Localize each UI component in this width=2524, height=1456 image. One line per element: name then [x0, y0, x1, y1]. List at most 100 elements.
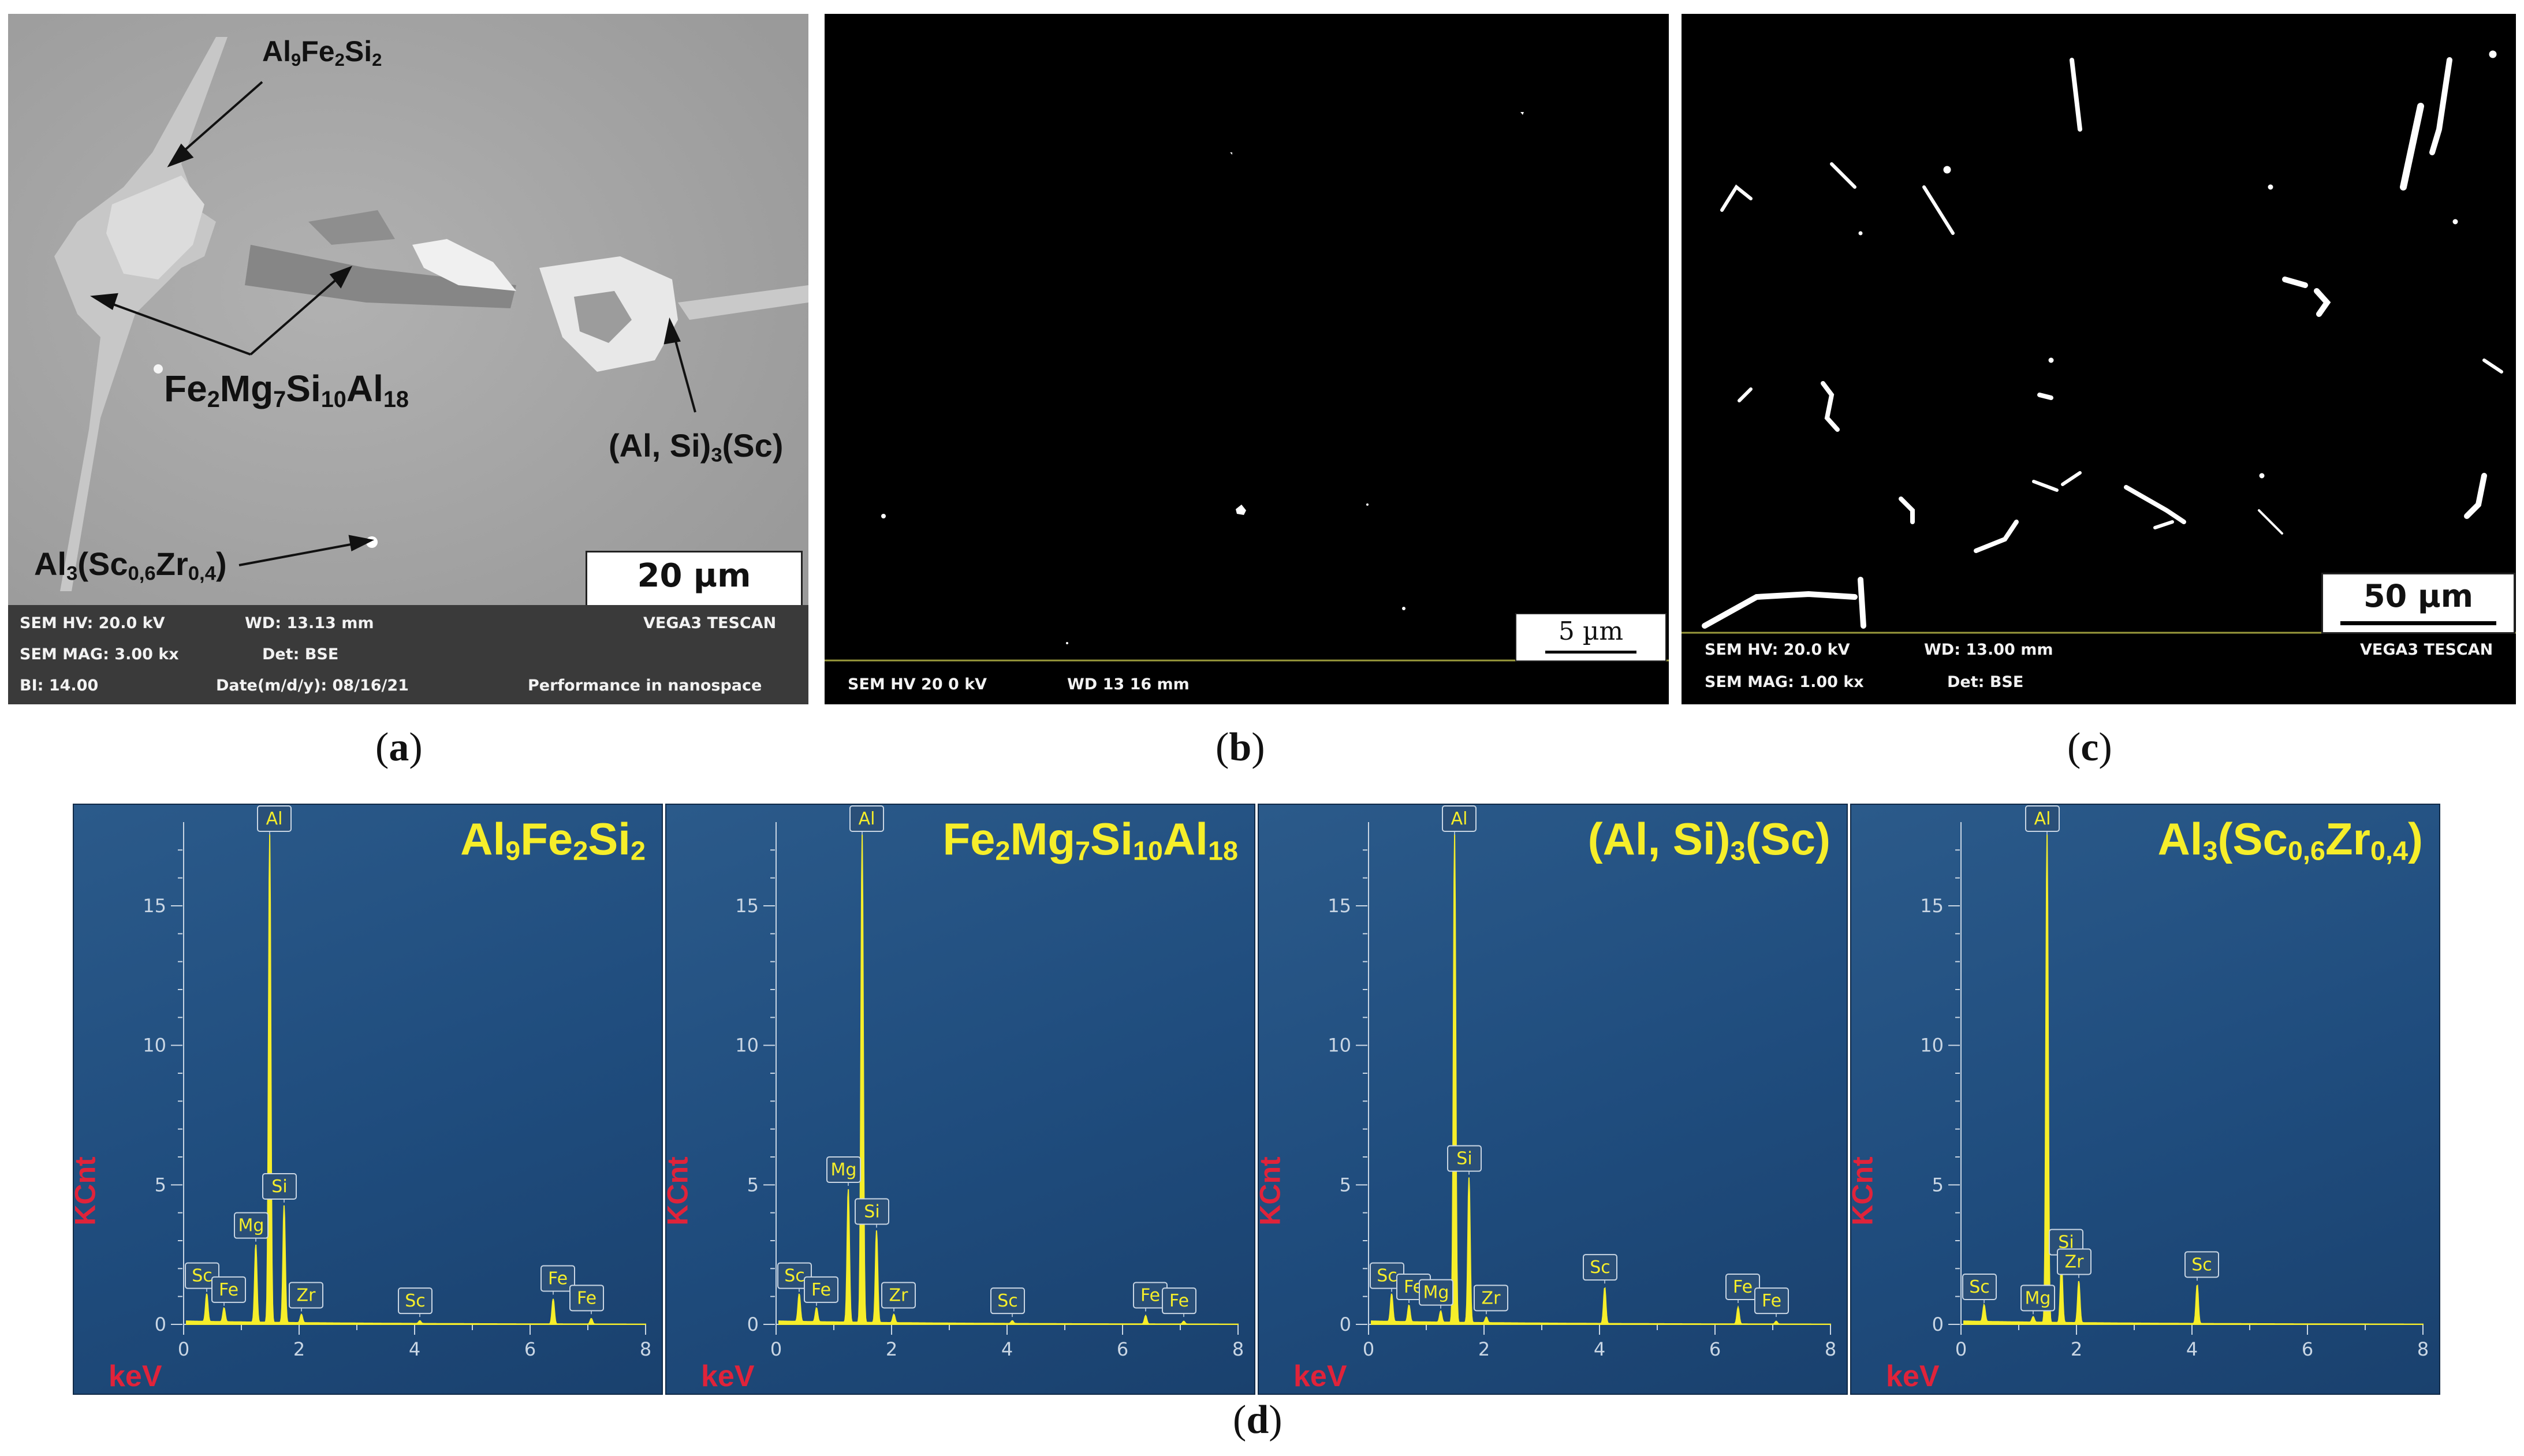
peak-label-box	[2184, 1251, 2219, 1278]
peak-label: Fe	[1169, 1291, 1189, 1311]
y-tick-label: 10	[735, 1035, 759, 1056]
peak-label-box	[234, 1212, 269, 1239]
peak-label-box	[398, 1287, 433, 1315]
peak-label: Fe	[1733, 1277, 1753, 1297]
eds-title-2: Fe2Mg7Si10Al18	[942, 813, 1238, 866]
peak-label: Sc	[192, 1266, 212, 1286]
eds-title-1: Al9Fe2Si2	[460, 813, 646, 866]
peak-label: Fe	[1762, 1291, 1781, 1311]
scale-bar-b: 5 µm	[1515, 613, 1666, 662]
peak-label-box	[826, 1156, 861, 1183]
info-mag: SEM MAG: 1.00 kx	[1705, 673, 1864, 691]
peak-label: Al	[859, 809, 875, 829]
peak-label-box	[849, 805, 884, 832]
sem-infobar-b: SEM HV 20 0 kV WD 13 16 mm	[825, 662, 1669, 704]
x-axis-label: keV	[109, 1360, 162, 1393]
peak-label: Sc	[405, 1291, 426, 1311]
peak-label-box	[1442, 805, 1477, 832]
sem-a-micrograph	[8, 14, 808, 632]
x-tick-label: 2	[1478, 1338, 1490, 1360]
x-tick-label: 8	[2417, 1338, 2429, 1360]
sem-image-b: 5 µm SEM HV 20 0 kV WD 13 16 mm	[825, 14, 1669, 704]
info-slogan: Performance in nanospace	[528, 677, 762, 695]
info-hv: SEM HV: 20.0 kV	[1705, 641, 1850, 659]
x-tick-label: 6	[1709, 1338, 1721, 1360]
info-wd: WD: 13.13 mm	[245, 614, 374, 632]
peak-label-box	[289, 1282, 323, 1309]
panel-label-b: (b)	[1216, 725, 1265, 770]
peak-label: Sc	[1590, 1257, 1610, 1278]
peak-label-box	[1754, 1287, 1789, 1315]
peak-label: Zr	[1482, 1288, 1501, 1308]
spectrum-trace	[186, 834, 646, 1325]
peak-label-box	[881, 1282, 916, 1309]
sem-image-a: Al9Fe2Si2 Fe2Mg7Si10Al18 (Al, Si)3(Sc) A…	[8, 14, 808, 704]
peak-label-box	[262, 1173, 297, 1200]
peak-label-box	[855, 1198, 889, 1225]
y-tick-label: 0	[747, 1313, 759, 1335]
annotation-al9fe2si2: Al9Fe2Si2	[262, 35, 382, 70]
eds-spectrum-3: 0 5 10 15 0 2 4 6 8 Sc Fe Mg Al Si Zr Sc Fe Fe (Al, Si)3(…	[1258, 804, 1848, 1395]
info-wd: WD: 13.00 mm	[1924, 641, 2053, 659]
y-tick-label: 5	[1340, 1174, 1351, 1196]
annotation-al3sczr: Al3(Sc0,6Zr0,4)	[34, 546, 227, 585]
y-tick-label: 0	[1932, 1313, 1944, 1335]
scale-bar-c: 50 µm	[2321, 573, 2515, 634]
x-tick-label: 8	[1232, 1338, 1244, 1360]
spectrum-trace	[1371, 834, 1831, 1325]
annotation-alsi3sc: (Al, Si)3(Sc)	[609, 427, 784, 466]
x-tick-label: 8	[640, 1338, 651, 1360]
x-tick-label: 0	[770, 1338, 782, 1360]
y-tick-label: 10	[1920, 1035, 1944, 1056]
eds-spectrum-2: 0 5 10 15 0 2 4 6 8 Sc Fe Mg Al Si Zr Sc Fe Fe Fe2Mg7Si10…	[665, 804, 1255, 1395]
sem-c-micrograph	[1682, 50, 2516, 634]
peak-label: Sc	[997, 1291, 1018, 1311]
peak-label: Fe	[577, 1288, 596, 1308]
peak-label: Al	[2034, 809, 2051, 829]
peak-label: Zr	[2065, 1252, 2085, 1272]
y-tick-label: 0	[1340, 1313, 1351, 1335]
peak-label: Fe	[1140, 1286, 1160, 1306]
info-det: Det: BSE	[1947, 673, 2024, 691]
peak-label-box	[990, 1287, 1025, 1315]
panel-label-c: (c)	[2067, 725, 2112, 770]
y-tick-label: 10	[143, 1035, 166, 1056]
peak-label-box	[2020, 1285, 2055, 1312]
peak-label-box	[1962, 1274, 1997, 1300]
x-tick-label: 0	[178, 1338, 189, 1360]
y-axis-label: KCnt	[1258, 1156, 1287, 1226]
spectrum-trace	[1963, 834, 2424, 1325]
peak-label-box	[2057, 1248, 2091, 1275]
peak-label-box	[540, 1265, 575, 1292]
sem-infobar-c: SEM HV: 20.0 kV WD: 13.00 mm VEGA3 TESCA…	[1682, 634, 2516, 704]
peak-label: Al	[266, 809, 283, 829]
peak-label: Sc	[1377, 1266, 1397, 1286]
info-brand: VEGA3 TESCAN	[2360, 641, 2493, 659]
peak-label-box	[1162, 1287, 1196, 1315]
peak-label: Si	[1456, 1149, 1472, 1169]
peak-label: Fe	[219, 1280, 238, 1300]
peak-label-box	[1725, 1274, 1760, 1300]
x-tick-label: 4	[2186, 1338, 2198, 1360]
eds-plot-1: 0 5 10 15 0 2 4 6 8 Sc Fe Mg Al Si Zr Sc Fe Fe	[143, 805, 651, 1360]
y-tick-label: 10	[1328, 1035, 1351, 1056]
info-date: Date(m/d/y): 08/16/21	[216, 677, 409, 695]
sem-infobar-a: SEM HV: 20.0 kV WD: 13.13 mm VEGA3 TESCA…	[8, 605, 808, 704]
x-tick-label: 2	[2071, 1338, 2082, 1360]
peak-label: Sc	[784, 1266, 805, 1286]
eds-title-3: (Al, Si)3(Sc)	[1587, 813, 1830, 866]
peak-label-box	[777, 1262, 812, 1289]
info-hv: SEM HV: 20.0 kV	[20, 614, 165, 632]
x-tick-label: 8	[1825, 1338, 1836, 1360]
y-tick-label: 0	[155, 1313, 166, 1335]
x-tick-label: 2	[886, 1338, 897, 1360]
peak-label-box	[804, 1276, 838, 1303]
y-tick-label: 15	[735, 895, 759, 917]
x-tick-label: 6	[2302, 1338, 2313, 1360]
x-tick-label: 0	[1363, 1338, 1374, 1360]
info-det: Det: BSE	[262, 645, 339, 663]
peak-label-box	[211, 1276, 246, 1303]
sem-b-micrograph	[825, 112, 1669, 662]
